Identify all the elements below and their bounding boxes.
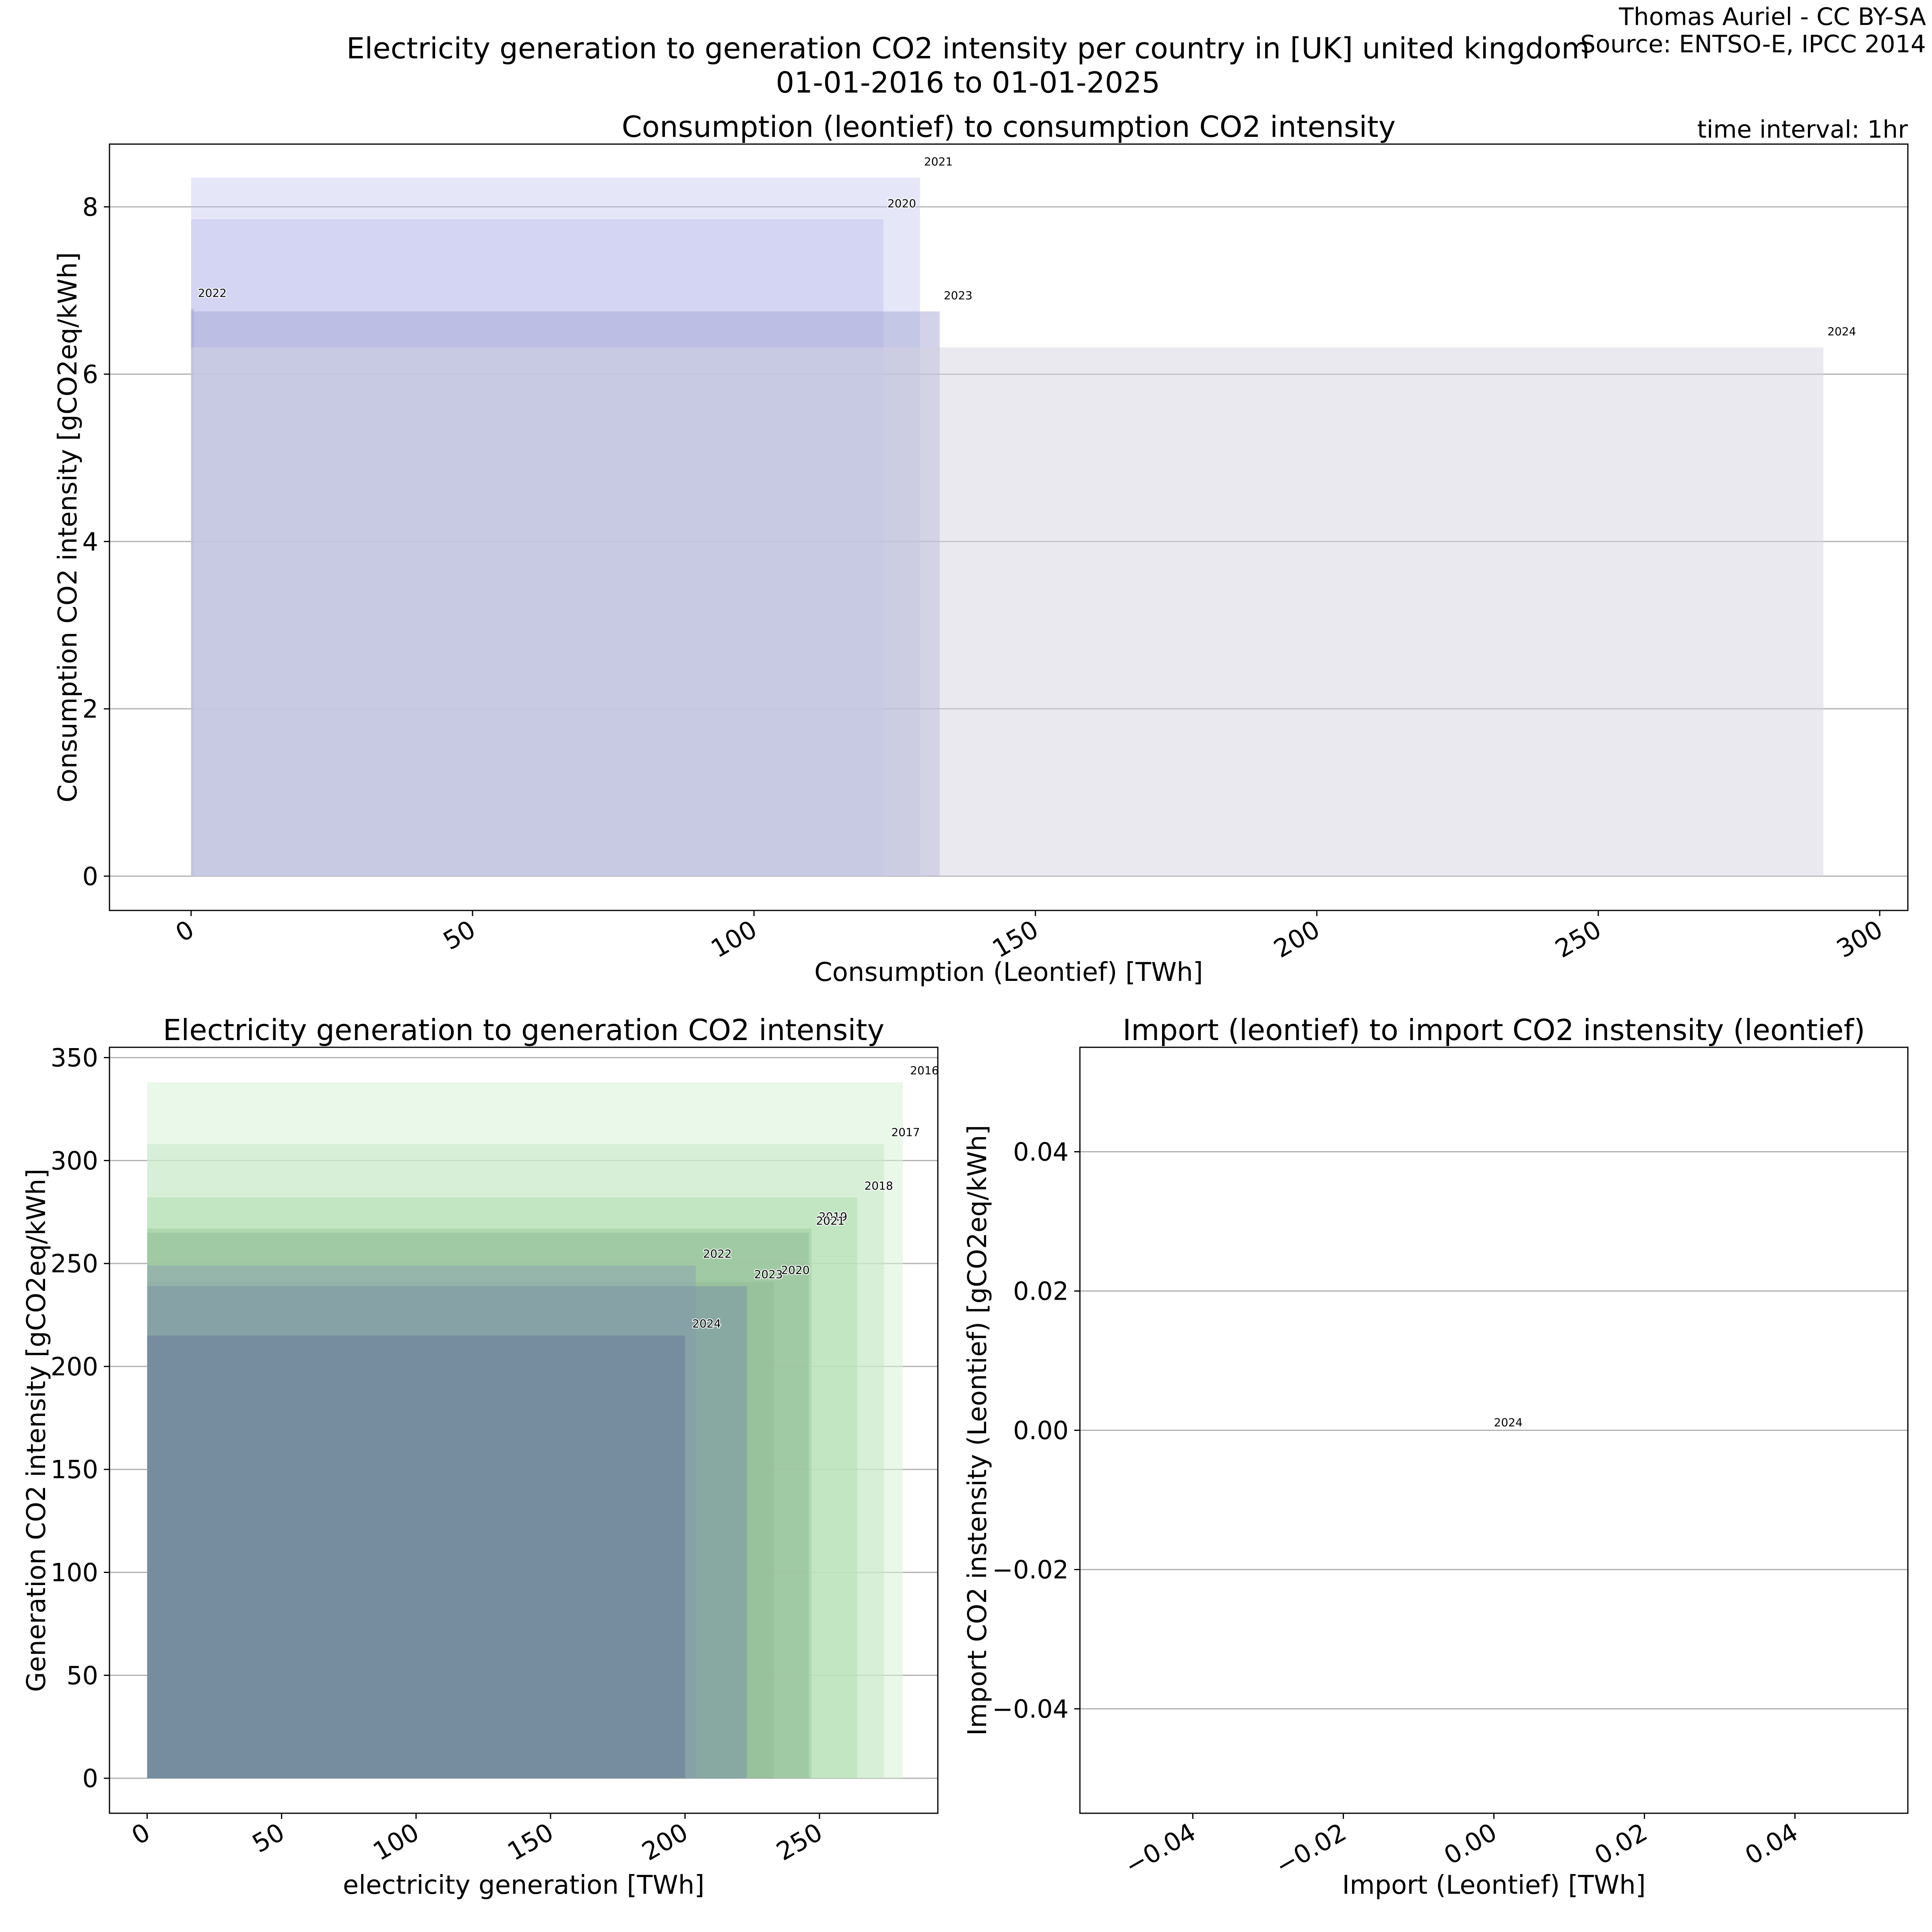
bar-2024 xyxy=(191,347,1824,876)
year-label-2022: 2022 xyxy=(703,1247,732,1260)
y-axis-label: Import CO2 instensity (Leontief) [gCO2eq… xyxy=(963,1125,993,1736)
x-axis: 0 50 100 150 200 250 xyxy=(126,1813,828,1866)
y-axis-label: Generation CO2 intensity [gCO2eq/kWh] xyxy=(22,1168,52,1692)
x-tick-label: 150 xyxy=(502,1817,558,1866)
year-label-2016: 2016 xyxy=(910,1064,939,1077)
x-tick-label: 100 xyxy=(368,1817,424,1866)
plot-frame xyxy=(109,1046,939,1814)
x-tick-label: 0.04 xyxy=(1740,1817,1803,1870)
credit-author: Thomas Auriel - CC BY-SA xyxy=(1618,3,1926,31)
y-tick-label: 0.00 xyxy=(1013,1416,1069,1445)
year-labels: 2016 2017 2018 2019 2020 2021 2022 2023 2024 xyxy=(691,1063,939,1331)
figure-date-range: 01-01-2016 to 01-01-2025 xyxy=(776,66,1160,99)
bars xyxy=(147,1082,903,1779)
y-tick-label: 0 xyxy=(83,1764,98,1793)
x-tick-label: 50 xyxy=(438,914,481,956)
y-tick-label: 0.04 xyxy=(1013,1137,1069,1167)
panel-title: Electricity generation to generation CO2… xyxy=(163,1013,884,1047)
figure-title: Electricity generation to generation CO2… xyxy=(347,31,1590,65)
x-axis-label: Consumption (Leontief) [TWh] xyxy=(814,958,1203,987)
x-tick-label: 250 xyxy=(772,1817,828,1866)
x-tick-label: 200 xyxy=(637,1817,693,1866)
year-label-2021: 2021 xyxy=(816,1214,844,1227)
bar-2024 xyxy=(147,1335,685,1779)
y-axis-label: Consumption CO2 intensity [gCO2eq/kWh] xyxy=(53,252,83,803)
x-tick-label: 0 xyxy=(126,1817,155,1851)
y-tick-label: 0.02 xyxy=(1013,1277,1069,1306)
x-axis-label: electricity generation [TWh] xyxy=(343,1870,704,1900)
y-tick-label: 2 xyxy=(83,694,98,724)
y-tick-label: 100 xyxy=(51,1558,98,1587)
y-tick-label: 0 xyxy=(83,862,98,891)
x-axis: 0 50 100 150 200 250 300 xyxy=(171,910,1888,964)
x-tick-label: 50 xyxy=(247,1817,289,1859)
x-tick-label: 0.02 xyxy=(1589,1817,1652,1870)
bars xyxy=(191,178,1824,876)
x-tick-label: 200 xyxy=(1269,914,1325,964)
time-interval-label: time interval: 1hr xyxy=(1697,116,1908,144)
chart-panel-1: 2020 2021 2022 2023 2024 0 2 4 6 8 0 50 100 150 200 250… xyxy=(53,110,1909,987)
panel-title: Consumption (leontief) to consumption CO… xyxy=(622,110,1396,144)
year-label-2019: 2019 xyxy=(819,1210,847,1223)
panel-title: Import (leontief) to import CO2 instensi… xyxy=(1123,1013,1865,1047)
gridlines xyxy=(1080,1151,1908,1709)
y-tick-label: −0.02 xyxy=(992,1555,1069,1585)
x-tick-label: 0 xyxy=(171,914,199,948)
year-labels: 2020 2021 2022 2023 2024 xyxy=(197,154,1857,339)
x-tick-label: −0.04 xyxy=(1120,1817,1201,1881)
year-label-2024: 2024 xyxy=(692,1317,721,1330)
y-tick-label: 200 xyxy=(51,1352,98,1381)
year-label-2023: 2023 xyxy=(944,289,972,302)
y-tick-label: 300 xyxy=(51,1146,98,1175)
chart-panel-3: 2024 −0.04 −0.02 0.00 0.02 0.04 −0.04 −0.02 0.00… xyxy=(963,1013,1909,1900)
year-label-2018: 2018 xyxy=(865,1179,893,1192)
y-axis: 0 2 4 6 8 xyxy=(83,192,109,891)
year-labels: 2024 xyxy=(1493,1415,1523,1430)
y-axis: −0.04 −0.02 0.00 0.02 0.04 xyxy=(992,1137,1080,1724)
y-tick-label: 150 xyxy=(51,1455,98,1484)
credit-source: Source: ENTSO-E, IPCC 2014 xyxy=(1580,30,1926,58)
year-label-2017: 2017 xyxy=(891,1125,920,1139)
y-tick-label: 50 xyxy=(66,1661,98,1690)
year-label-2024: 2024 xyxy=(1494,1416,1523,1429)
y-tick-label: 4 xyxy=(83,527,98,556)
x-tick-label: 100 xyxy=(706,914,762,964)
x-tick-label: 0.00 xyxy=(1439,1817,1502,1870)
chart-panel-2: 2016 2017 2018 2019 2020 2021 2022 2023 2024 0 50 1… xyxy=(22,1013,939,1900)
y-tick-label: −0.04 xyxy=(992,1695,1069,1724)
y-tick-label: 250 xyxy=(51,1249,98,1278)
y-tick-label: 350 xyxy=(51,1043,98,1073)
y-tick-label: 8 xyxy=(83,192,98,222)
plot-frame xyxy=(109,143,1909,911)
x-axis-label: Import (Leontief) [TWh] xyxy=(1342,1870,1645,1900)
y-axis: 0 50 100 150 200 250 300 350 xyxy=(51,1043,109,1793)
year-label-2021: 2021 xyxy=(924,155,953,168)
year-label-2020: 2020 xyxy=(888,197,916,210)
x-tick-label: −0.02 xyxy=(1270,1817,1351,1881)
year-label-2022: 2022 xyxy=(198,286,227,299)
x-tick-label: 300 xyxy=(1832,914,1888,964)
x-tick-label: 150 xyxy=(987,914,1043,964)
year-label-2024: 2024 xyxy=(1827,325,1856,338)
x-tick-label: 250 xyxy=(1550,914,1606,964)
year-label-2023: 2023 xyxy=(754,1267,783,1281)
year-label-2020: 2020 xyxy=(781,1263,809,1277)
y-tick-label: 6 xyxy=(83,360,98,389)
